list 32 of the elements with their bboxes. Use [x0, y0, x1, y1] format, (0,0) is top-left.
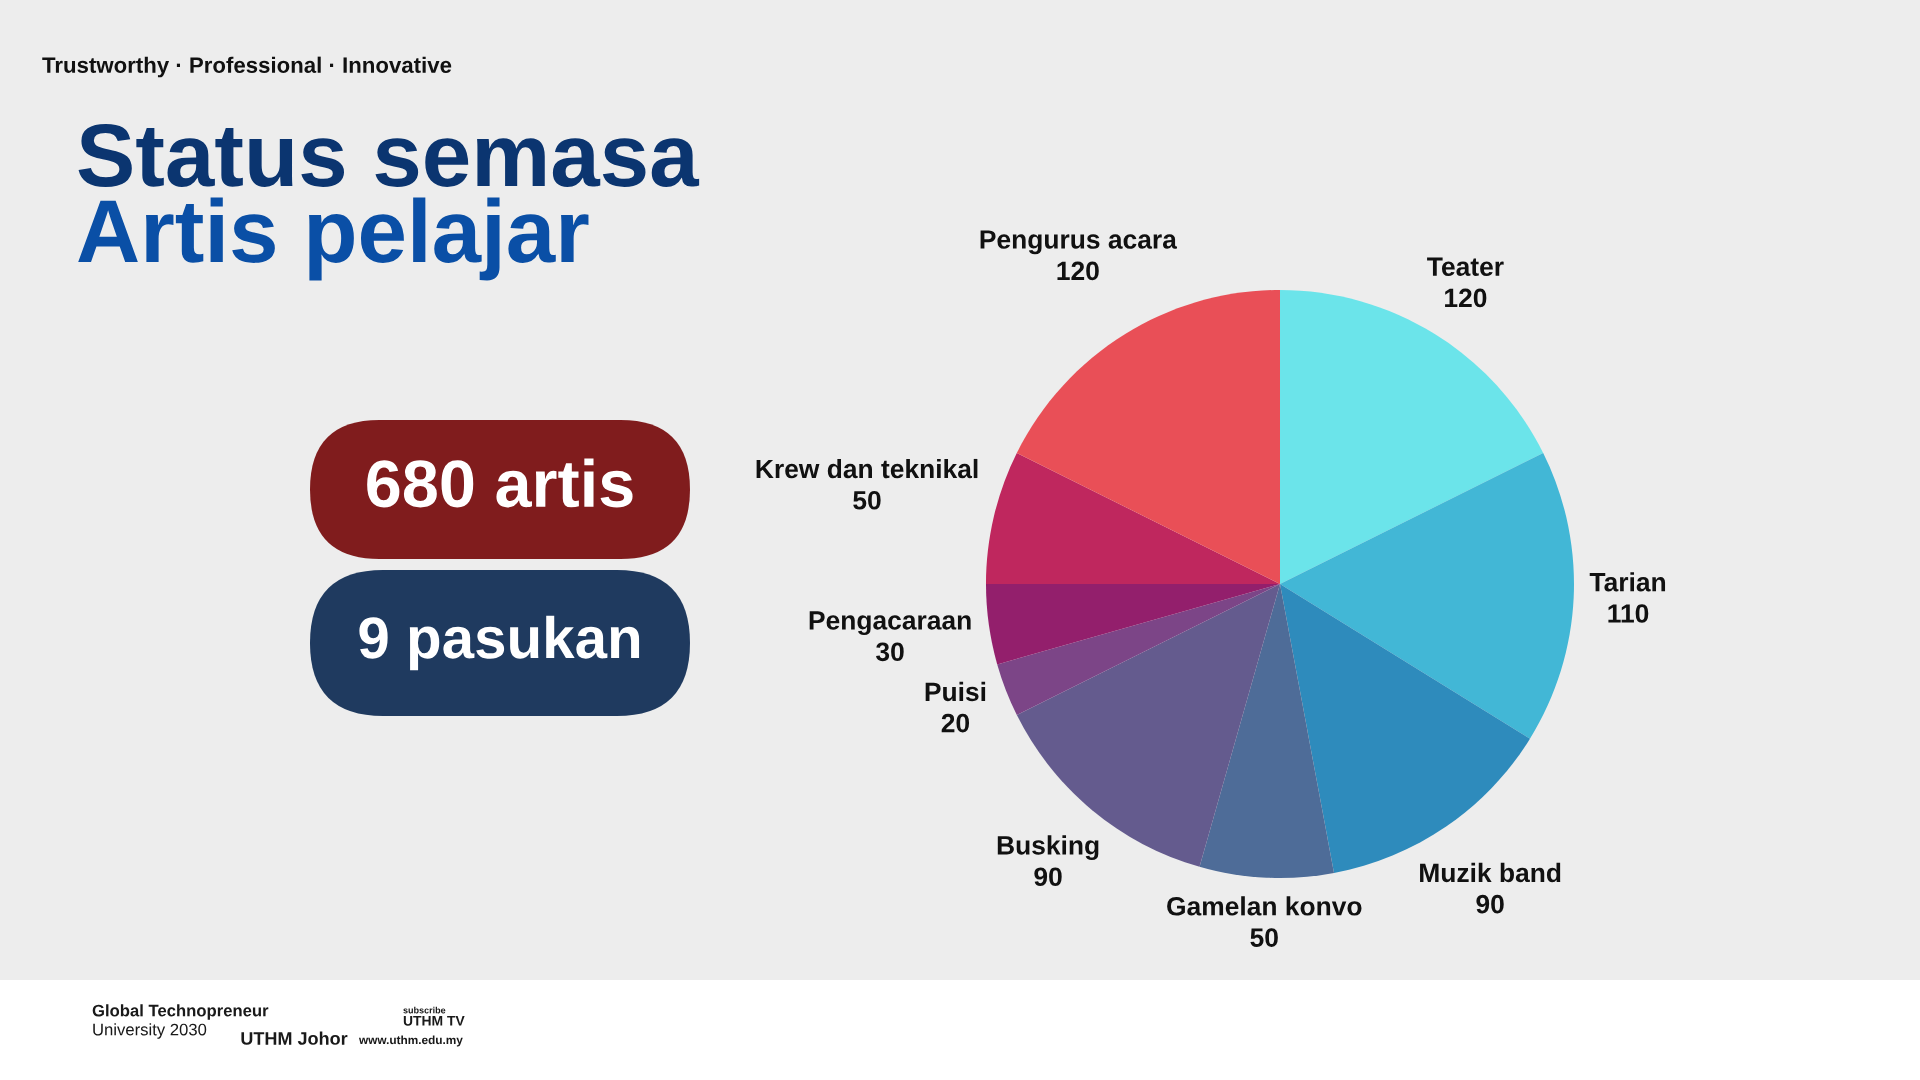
- slice-label: Busking: [997, 835, 1099, 860]
- slice-label: Pengurus acara: [980, 230, 1178, 255]
- data-label: 120: [1445, 288, 1487, 308]
- text: subscribe UTHM TV: [403, 1006, 465, 1026]
- slice-label: Tarian: [1589, 572, 1666, 592]
- pie-slice: [1280, 290, 1544, 584]
- slice-label: Puisi: [925, 681, 986, 702]
- text: 680 artis: [367, 458, 633, 508]
- pie-slice: [1016, 290, 1280, 584]
- pie-slice: [1199, 584, 1335, 878]
- data-label: 110: [1608, 604, 1649, 623]
- pie-slice: [986, 584, 1280, 665]
- text: www.uthm.edu.my: [358, 1035, 463, 1047]
- slice-label: Teater: [1427, 257, 1504, 276]
- slice-label: Krew dan teknikal: [756, 458, 978, 479]
- text: Trustworthy · Professional · Innovative: [42, 56, 452, 78]
- data-label: 20: [941, 713, 970, 733]
- slice-label: Muzik band: [1420, 862, 1561, 883]
- pie-slice: [997, 584, 1280, 716]
- slice-label: Gamelan konvo: [1167, 896, 1362, 916]
- data-label: 50: [853, 490, 881, 510]
- text: UTHM Johor: [241, 1031, 348, 1045]
- text: 9 pasukan: [359, 615, 640, 671]
- data-label: 50: [1250, 928, 1278, 947]
- data-label: 120: [1057, 261, 1099, 281]
- data-label: 30: [876, 642, 904, 662]
- data-label: 90: [1034, 867, 1062, 887]
- data-label: 90: [1476, 894, 1504, 914]
- pie-slice: [1280, 452, 1574, 739]
- chart-title: Status semasa Artis pelajar: [78, 123, 700, 281]
- pie-slice: [986, 452, 1280, 584]
- slice-label: Pengacaraan: [809, 611, 971, 636]
